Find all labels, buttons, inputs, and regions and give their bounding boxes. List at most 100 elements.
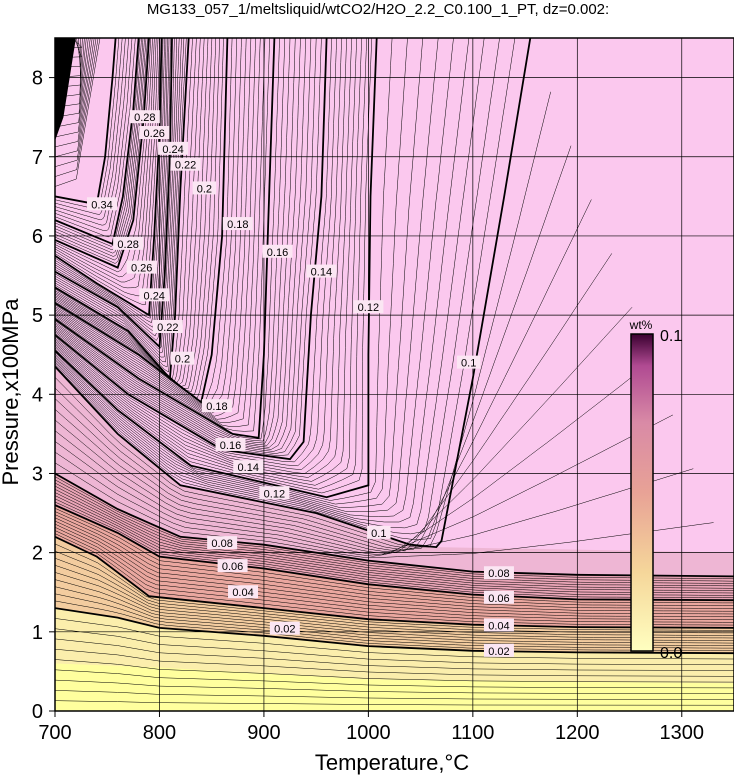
y-tick-label: 5 (32, 305, 43, 327)
thin-contour (55, 543, 734, 631)
thin-contour (55, 38, 470, 523)
contour-label-text: 0.12 (264, 488, 285, 500)
thin-contour (55, 38, 347, 474)
contour-label-text: 0.02 (274, 624, 295, 636)
thin-contour (55, 38, 220, 396)
thin-contour (55, 38, 372, 494)
thin-contour (55, 38, 123, 215)
contour-label: 0.14 (306, 264, 337, 279)
contour-label-box (170, 157, 201, 171)
contour-0.22 (55, 38, 173, 349)
contour-label-box (139, 288, 170, 302)
thin-contour (55, 38, 357, 482)
x-tick-label: 800 (143, 722, 176, 744)
contour-label-text: 0.22 (175, 160, 196, 172)
contour-label-box (483, 618, 514, 632)
thin-contour (55, 38, 159, 297)
contour-0.06 (55, 504, 734, 602)
contour-label-box (456, 355, 481, 369)
contour-label-box (192, 181, 217, 195)
thin-contour (55, 307, 633, 553)
contour-label: 0.26 (126, 260, 157, 275)
thin-contour (55, 38, 141, 247)
thin-contour (55, 38, 82, 59)
thin-contour (55, 38, 242, 411)
thin-contour (55, 38, 217, 392)
thin-contour (55, 514, 734, 609)
thin-contour (55, 618, 734, 660)
thin-contour (55, 38, 178, 354)
colorbar-max-label: 0.1 (660, 328, 682, 345)
thin-contour (55, 38, 454, 517)
thin-contour (55, 38, 332, 463)
labeled-contours (55, 38, 734, 655)
contour-label-text: 0.28 (134, 112, 155, 124)
thin-contour (55, 38, 157, 289)
thin-contour (55, 38, 201, 383)
contour-0.16 (55, 38, 276, 439)
thin-contour (55, 38, 155, 283)
thin-contour (55, 38, 261, 423)
thin-contour (55, 38, 180, 358)
thin-contour (55, 520, 734, 615)
x-tick-label: 1100 (451, 722, 494, 744)
contour-label-box (126, 260, 157, 274)
color-band (55, 38, 76, 141)
thin-contour (55, 38, 175, 350)
thin-contour (55, 38, 182, 363)
thin-contour (55, 38, 148, 264)
thin-contour (55, 38, 280, 440)
colorbar-unit-label: wt% (629, 318, 653, 332)
contour-label: 0.22 (152, 319, 183, 334)
thin-contour (55, 38, 97, 167)
contour-label: 0.08 (207, 536, 238, 550)
contour-label: 0.12 (259, 486, 290, 500)
contour-label: 0.2 (192, 181, 217, 195)
contour-label-text: 0.1 (371, 528, 386, 540)
thin-contour (55, 38, 83, 49)
thin-contour (55, 38, 91, 138)
thin-contour (55, 38, 161, 305)
plot-frame (54, 37, 734, 712)
thin-contour (55, 511, 734, 606)
colorbar-scale (630, 333, 654, 652)
y-tick-label: 6 (32, 226, 43, 248)
thin-contour (55, 38, 142, 251)
contour-label-box (367, 525, 391, 539)
contour-label-box (129, 110, 160, 124)
contour-label-box (207, 536, 238, 550)
contour-label: 0.26 (139, 126, 170, 140)
plot-area: 0.020.040.060.080.10.120.140.160.180.20.… (55, 38, 734, 711)
thin-contour (55, 38, 144, 254)
thin-contour (55, 628, 734, 666)
contour-label-box (113, 236, 144, 250)
thin-contour (55, 530, 734, 623)
contour-label-box (228, 585, 259, 599)
thin-contour (55, 508, 734, 604)
contour-label-box (215, 437, 246, 451)
contour-label: 0.16 (262, 244, 293, 259)
contour-label-text: 0.08 (488, 568, 509, 580)
thin-contour (55, 38, 393, 501)
contour-label-box (353, 300, 384, 314)
thin-contour (55, 38, 312, 452)
contour-0.1 (55, 38, 532, 549)
thin-contour (55, 38, 233, 405)
thin-contour (55, 38, 133, 232)
thin-contour (55, 38, 126, 221)
grid-lines (55, 38, 734, 711)
contour-label-text: 0.2 (197, 183, 212, 195)
thin-contour (55, 38, 247, 414)
contour-label-box (483, 590, 514, 604)
thin-contour (55, 38, 197, 382)
thin-contour (55, 38, 439, 512)
contour-label-text: 0.1 (461, 358, 476, 370)
thin-contour (55, 38, 153, 278)
contour-0.26 (55, 38, 150, 269)
contour-label-text: 0.14 (311, 267, 332, 279)
contour-0.34 (55, 38, 117, 206)
thin-contour (55, 495, 734, 594)
thin-contour (55, 38, 270, 432)
thin-contour (55, 38, 85, 108)
chart-title: MG133_057_1/meltsliquid/wtCO2/H2O_2.2_C0… (147, 1, 609, 18)
